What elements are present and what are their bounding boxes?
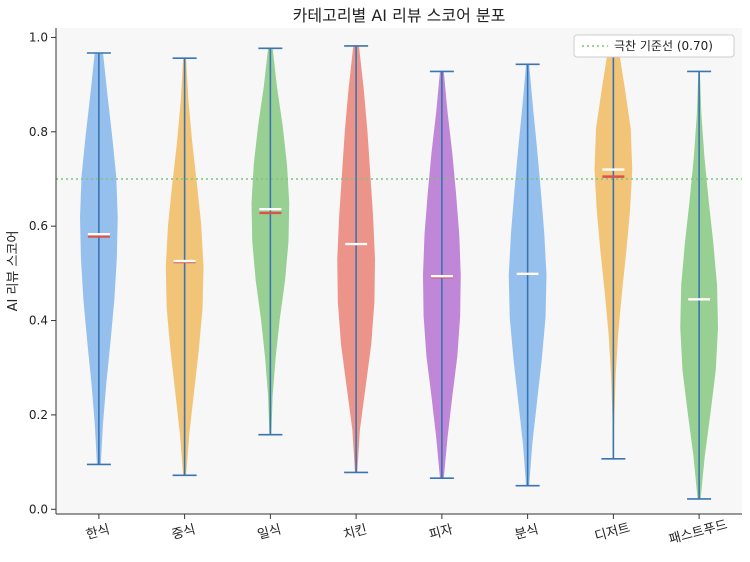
x-axis: 한식 중식 일식 치킨 피자 분식 디저트 패스트푸드 — [84, 514, 729, 548]
whiskers-layer — [86, 45, 712, 500]
plot-background — [56, 28, 742, 514]
x-tick-label: 중식 — [170, 522, 197, 543]
y-tick-label: 0.4 — [29, 314, 48, 328]
x-tick-label: 한식 — [84, 522, 111, 543]
x-tick-label: 분식 — [513, 522, 540, 543]
y-tick-label: 1.0 — [29, 30, 48, 44]
x-tick-label: 패스트푸드 — [667, 518, 729, 548]
y-tick-label: 0.8 — [29, 125, 48, 139]
y-tick-label: 0.2 — [29, 408, 48, 422]
legend: 극찬 기준선 (0.70) — [573, 34, 735, 58]
legend-label: 극찬 기준선 (0.70) — [614, 38, 713, 53]
y-tick-label: 0.0 — [29, 502, 48, 516]
x-tick-label: 일식 — [256, 522, 283, 543]
y-axis-label: AI 리뷰 스코어 — [6, 231, 21, 312]
chart-title: 카테고리별 AI 리뷰 스코어 분포 — [293, 6, 506, 25]
legend-box — [573, 34, 735, 58]
x-tick-label: 피자 — [427, 522, 454, 543]
y-axis: 0.0 0.2 0.4 0.6 0.8 1.0 — [29, 30, 56, 516]
x-tick-label: 치킨 — [342, 522, 369, 543]
y-tick-label: 0.6 — [29, 219, 48, 233]
x-tick-label: 디저트 — [593, 521, 632, 545]
